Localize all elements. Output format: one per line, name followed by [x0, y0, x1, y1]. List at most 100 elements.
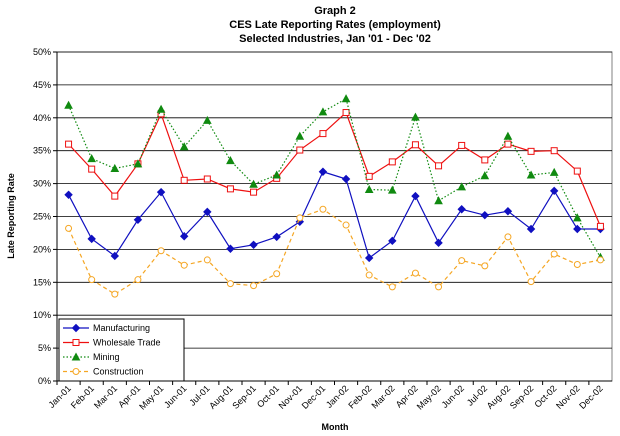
marker — [226, 280, 234, 288]
marker — [249, 240, 258, 250]
marker — [273, 270, 281, 278]
marker — [458, 257, 466, 265]
marker — [434, 196, 443, 205]
marker — [110, 163, 120, 172]
marker — [319, 130, 327, 138]
legend-label: Manufacturing — [93, 323, 150, 333]
y-tick-label: 15% — [33, 277, 51, 287]
marker — [503, 207, 513, 216]
marker — [318, 167, 328, 176]
marker — [203, 256, 211, 264]
marker — [295, 131, 305, 140]
x-tick-label: Feb-02 — [346, 383, 373, 410]
series-line — [68, 208, 601, 295]
legend-label: Mining — [93, 352, 120, 362]
x-tick-label: Nov-01 — [277, 383, 305, 411]
marker — [272, 232, 281, 242]
marker — [250, 188, 258, 196]
legend-label: Construction — [93, 367, 144, 377]
y-tick-label: 10% — [33, 310, 51, 320]
marker — [481, 156, 489, 164]
marker — [549, 167, 559, 176]
y-tick-label: 40% — [33, 113, 51, 123]
marker — [226, 185, 234, 193]
y-tick-label: 50% — [33, 47, 51, 57]
marker — [156, 104, 166, 113]
marker — [156, 187, 166, 197]
x-tick-label: Jan-01 — [46, 383, 73, 410]
x-tick-label: Mar-02 — [369, 383, 396, 410]
marker — [179, 232, 189, 241]
y-tick-label: 5% — [38, 343, 51, 353]
x-tick-label: Jun-02 — [440, 383, 467, 410]
marker — [341, 94, 351, 103]
marker — [296, 146, 304, 154]
marker — [364, 253, 374, 263]
marker — [365, 172, 373, 180]
x-axis-title: Month — [322, 422, 349, 432]
marker — [65, 224, 73, 232]
marker — [134, 276, 142, 284]
marker — [387, 185, 397, 194]
marker — [272, 170, 282, 179]
marker — [341, 174, 351, 184]
y-tick-label: 30% — [33, 179, 51, 189]
marker — [110, 251, 120, 261]
series-line — [68, 171, 601, 259]
marker — [226, 156, 235, 165]
x-tick-label: Dec-01 — [300, 383, 328, 411]
marker — [157, 247, 165, 255]
marker — [88, 165, 96, 173]
marker — [365, 271, 373, 279]
marker — [503, 131, 513, 140]
marker — [526, 224, 536, 234]
legend-box — [58, 318, 185, 382]
y-tick-label: 35% — [33, 146, 51, 156]
marker — [203, 207, 212, 217]
marker — [411, 191, 420, 201]
marker — [434, 238, 443, 248]
legend: Manufacturing Wholesale Trade Mining Constr… — [58, 318, 185, 382]
marker — [457, 182, 467, 191]
marker — [64, 190, 73, 199]
marker — [572, 213, 582, 222]
x-tick-label: Mar-01 — [92, 383, 119, 410]
marker — [342, 221, 350, 229]
marker — [527, 147, 535, 155]
x-tick-label: Aug-01 — [207, 383, 235, 411]
x-tick-label: Jan-02 — [324, 383, 351, 410]
marker — [249, 179, 258, 188]
marker — [480, 171, 490, 180]
y-tick-label: 0% — [38, 376, 51, 386]
marker — [64, 100, 73, 109]
marker — [364, 184, 374, 194]
legend-marker — [72, 368, 80, 375]
x-tick-label: Aug-02 — [485, 383, 513, 411]
marker — [388, 283, 396, 291]
marker — [504, 140, 512, 148]
marker — [87, 154, 97, 163]
marker — [480, 210, 490, 220]
series-line — [68, 97, 601, 258]
x-tick-label: Sep-02 — [508, 383, 536, 411]
y-tick-label: 25% — [33, 212, 51, 222]
x-tick-label: Dec-02 — [577, 383, 605, 411]
marker — [457, 205, 466, 214]
marker — [527, 278, 535, 286]
marker — [411, 269, 419, 277]
marker — [226, 244, 235, 253]
marker — [550, 250, 558, 258]
marker — [458, 141, 466, 149]
marker — [435, 283, 443, 291]
marker — [435, 162, 443, 170]
marker — [319, 205, 327, 213]
marker — [111, 192, 119, 200]
y-axis-title: Late Reporting Rate — [6, 173, 16, 259]
marker — [550, 147, 558, 155]
marker — [180, 176, 188, 184]
marker — [573, 261, 581, 269]
marker — [411, 112, 420, 121]
x-tick-label: Sep-01 — [230, 383, 258, 411]
legend-marker — [71, 323, 81, 333]
marker — [388, 158, 396, 166]
